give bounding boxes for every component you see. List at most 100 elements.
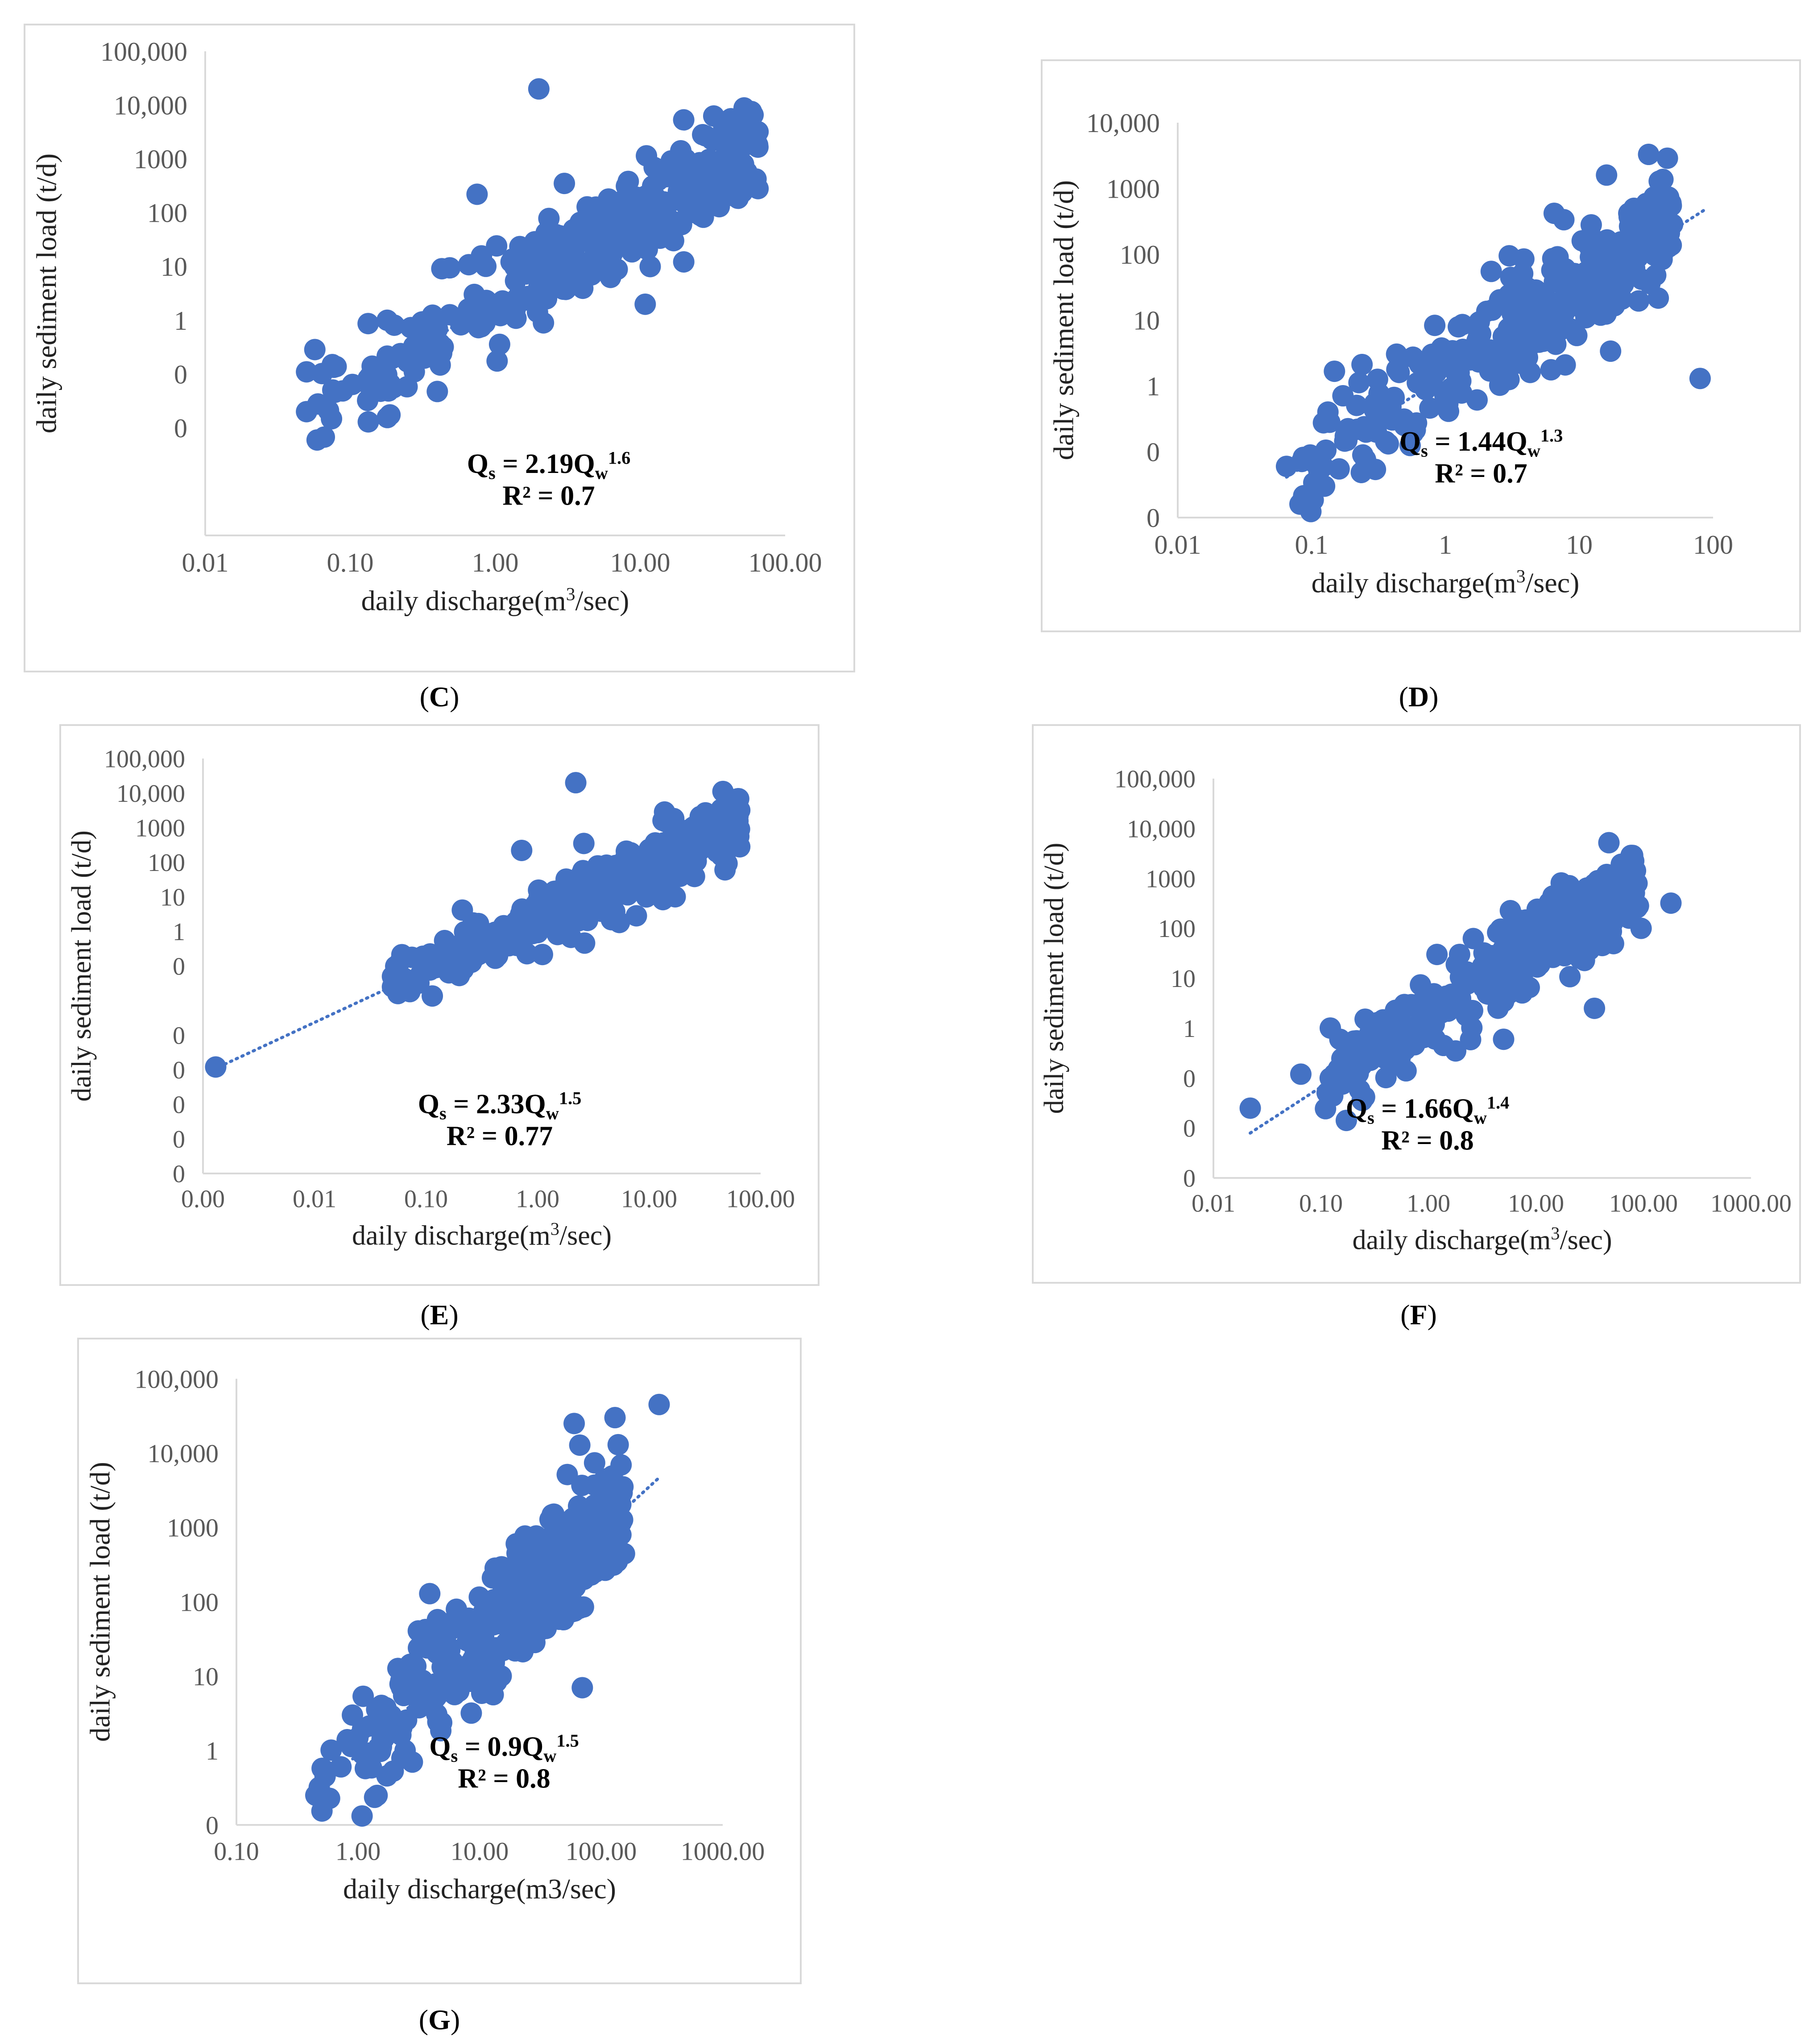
- data-point: [1519, 361, 1541, 383]
- data-point: [486, 235, 508, 257]
- y-tick-label: 1000: [1106, 174, 1160, 204]
- data-point: [1515, 328, 1536, 350]
- y-tick-label: 10: [160, 884, 185, 912]
- point-layer: [1239, 832, 1682, 1135]
- point-layer: [305, 1393, 670, 1827]
- data-point: [1652, 218, 1674, 240]
- data-point: [733, 159, 755, 181]
- caption-f: (F): [1400, 1299, 1437, 1331]
- data-point: [673, 109, 695, 131]
- data-point: [1468, 351, 1490, 373]
- data-point: [1647, 287, 1669, 309]
- data-point: [542, 237, 563, 259]
- data-point: [1652, 244, 1673, 265]
- data-point: [537, 1612, 559, 1634]
- r-squared-label: R² = 0.7: [1435, 458, 1527, 489]
- data-point: [1652, 169, 1674, 191]
- x-tick-label: 0.10: [1299, 1190, 1343, 1218]
- y-tick-label: 0: [173, 1091, 185, 1119]
- trend-equation: Qs = 2.33Qw1.5: [418, 1088, 581, 1124]
- data-point-outlier: [571, 1677, 593, 1699]
- data-point: [526, 897, 548, 919]
- point-layer: [205, 772, 751, 1078]
- data-point: [471, 245, 493, 267]
- data-point: [1580, 214, 1602, 236]
- x-axis-title: daily discharge(m3/sec): [343, 1873, 616, 1905]
- x-tick-label: 0.01: [293, 1186, 336, 1213]
- x-tick-label: 0.01: [1155, 530, 1201, 560]
- data-point: [1394, 1039, 1416, 1061]
- data-point: [415, 957, 437, 978]
- data-point: [625, 905, 647, 927]
- trendline: [1285, 207, 1709, 479]
- x-tick-label: 0.10: [404, 1186, 448, 1213]
- data-point: [600, 1526, 622, 1548]
- data-point: [1386, 359, 1408, 381]
- data-point: [432, 336, 454, 358]
- data-point-outlier: [747, 121, 769, 143]
- data-point: [324, 381, 346, 403]
- caption-e: (E): [420, 1299, 459, 1331]
- y-tick-label: 0: [174, 414, 187, 443]
- y-tick-label: 10,000: [114, 91, 187, 120]
- data-point: [1366, 369, 1388, 390]
- data-point: [419, 1583, 441, 1605]
- y-tick-label: 0: [206, 1811, 219, 1840]
- data-point: [600, 266, 621, 288]
- data-point: [1505, 945, 1527, 966]
- x-tick-label: 10.00: [1508, 1190, 1564, 1218]
- data-point: [364, 1787, 385, 1808]
- data-point: [607, 1434, 629, 1455]
- r-squared-label: R² = 0.7: [502, 481, 595, 511]
- data-point: [574, 932, 596, 954]
- data-point: [1450, 992, 1472, 1014]
- data-point: [1324, 361, 1345, 382]
- y-tick-label: 1: [1147, 372, 1160, 401]
- data-point: [381, 348, 403, 369]
- data-point: [393, 1665, 414, 1687]
- data-point: [703, 105, 724, 127]
- data-point: [1410, 1021, 1432, 1043]
- data-point: [1628, 290, 1650, 312]
- data-point: [1328, 458, 1350, 480]
- data-point: [584, 1452, 605, 1474]
- data-point: [1423, 983, 1445, 1005]
- y-tick-label: 0: [1183, 1065, 1196, 1093]
- data-point-outlier: [563, 1413, 585, 1435]
- caption-d: (D): [1399, 681, 1439, 713]
- x-tick-label: 10.00: [621, 1186, 677, 1213]
- data-point: [534, 915, 555, 937]
- y-tick-label: 0: [173, 1126, 185, 1153]
- data-point: [474, 312, 496, 334]
- data-point: [320, 1739, 342, 1761]
- data-point-outlier: [604, 1407, 626, 1429]
- caption-g: (G): [418, 2004, 460, 2036]
- data-point: [673, 251, 695, 273]
- y-tick-label: 1000: [135, 815, 185, 842]
- data-point: [1468, 326, 1490, 348]
- data-point: [1640, 203, 1662, 224]
- data-point: [633, 186, 655, 208]
- data-point-outlier: [573, 833, 595, 854]
- x-tick-label: 100: [1693, 530, 1733, 560]
- x-tick-label: 0.1: [1295, 530, 1329, 560]
- data-point: [1352, 444, 1374, 466]
- point-layer: [1275, 144, 1711, 522]
- x-tick-label: 0.00: [181, 1186, 225, 1213]
- data-point: [1598, 832, 1620, 854]
- data-point: [708, 173, 729, 195]
- trend-equation: Qs = 1.66Qw1.4: [1346, 1093, 1509, 1128]
- data-point-outlier: [565, 772, 587, 794]
- data-point: [621, 241, 643, 263]
- data-point: [1618, 203, 1640, 224]
- data-point: [1581, 239, 1602, 261]
- data-point: [429, 354, 451, 376]
- x-tick-label: 1.00: [472, 548, 519, 577]
- data-point: [422, 985, 443, 1007]
- data-point: [1511, 982, 1533, 1004]
- data-point: [1623, 850, 1645, 872]
- data-point: [450, 314, 472, 336]
